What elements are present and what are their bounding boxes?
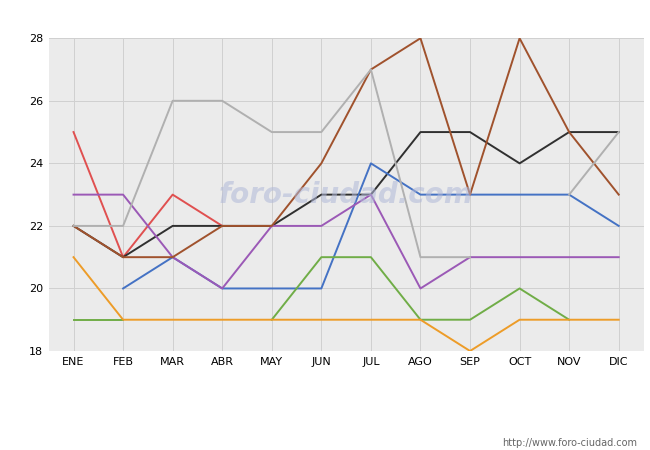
Text: Afiliados en Cañas a 31/5/2024: Afiliados en Cañas a 31/5/2024	[190, 7, 460, 25]
Text: foro-ciudad.com: foro-ciudad.com	[219, 180, 473, 209]
Text: http://www.foro-ciudad.com: http://www.foro-ciudad.com	[502, 438, 637, 448]
